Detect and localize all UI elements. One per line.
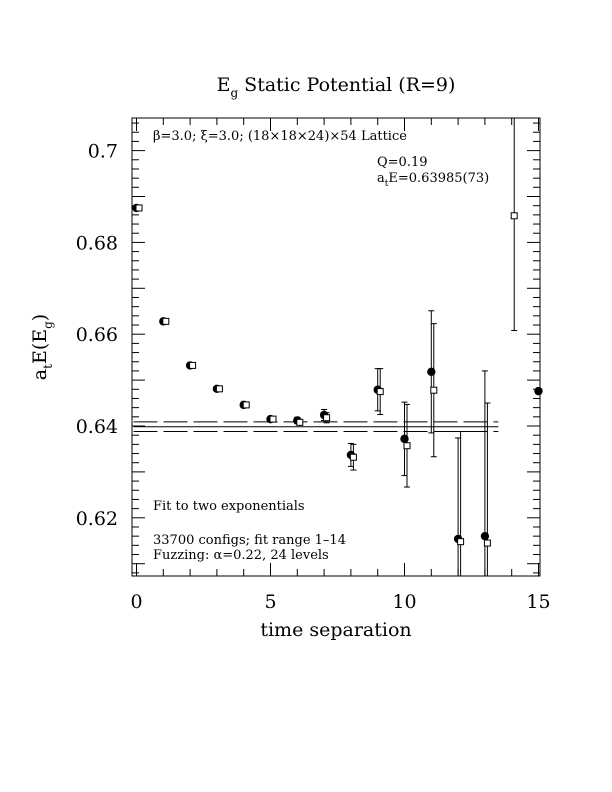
x-tick-label: 10 [392, 591, 416, 613]
data-point-square [430, 386, 438, 394]
y-tick-label: 0.66 [76, 324, 118, 346]
y-tick-label: 0.7 [88, 141, 118, 163]
data-point-square [349, 453, 357, 461]
fit-method-annotation: Fit to two exponentials [153, 499, 305, 514]
data-point-square [215, 385, 223, 393]
data-point-square [457, 538, 465, 546]
data-point-square [189, 361, 197, 369]
data-point-square [376, 388, 384, 396]
data-point-square [323, 414, 331, 422]
x-axis-label: time separation [260, 619, 411, 641]
data-point-square [269, 415, 277, 423]
plot-frame [131, 117, 541, 577]
data-point-square [242, 401, 250, 409]
data-point-circle [534, 386, 543, 396]
x-tick-label: 15 [526, 591, 550, 613]
y-axis-label: atE(Eg) [29, 314, 55, 380]
y-axis: 0.62 0.64 0.66 0.68 0.7 [76, 122, 540, 574]
fuzzing-annotation: Fuzzing: α=0.22, 24 levels [153, 548, 329, 563]
fit-lines [133, 421, 499, 433]
y-tick-label: 0.68 [76, 232, 118, 254]
data-point-square [403, 442, 411, 450]
data-points [132, 117, 543, 577]
q-value-annotation: Q=0.19 [377, 155, 428, 170]
y-tick-label: 0.64 [76, 416, 118, 438]
x-tick-label: 5 [264, 591, 276, 613]
lattice-annotation: β=3.0; ξ=3.0; (18×18×24)×54 Lattice [153, 129, 407, 144]
x-axis: 0 5 10 15 [130, 118, 551, 613]
data-point-square [162, 317, 170, 325]
data-point-square [510, 212, 518, 220]
energy-annotation: atE=0.63985(73) [377, 171, 489, 189]
x-tick-label: 0 [130, 591, 142, 613]
chart-title: Eg Static Potential (R=9) [217, 74, 456, 100]
data-point-square [296, 418, 304, 426]
data-point-square [483, 539, 491, 547]
configs-annotation: 33700 configs; fit range 1–14 [153, 533, 346, 548]
y-tick-label: 0.62 [76, 508, 118, 530]
data-point-square [135, 204, 143, 212]
